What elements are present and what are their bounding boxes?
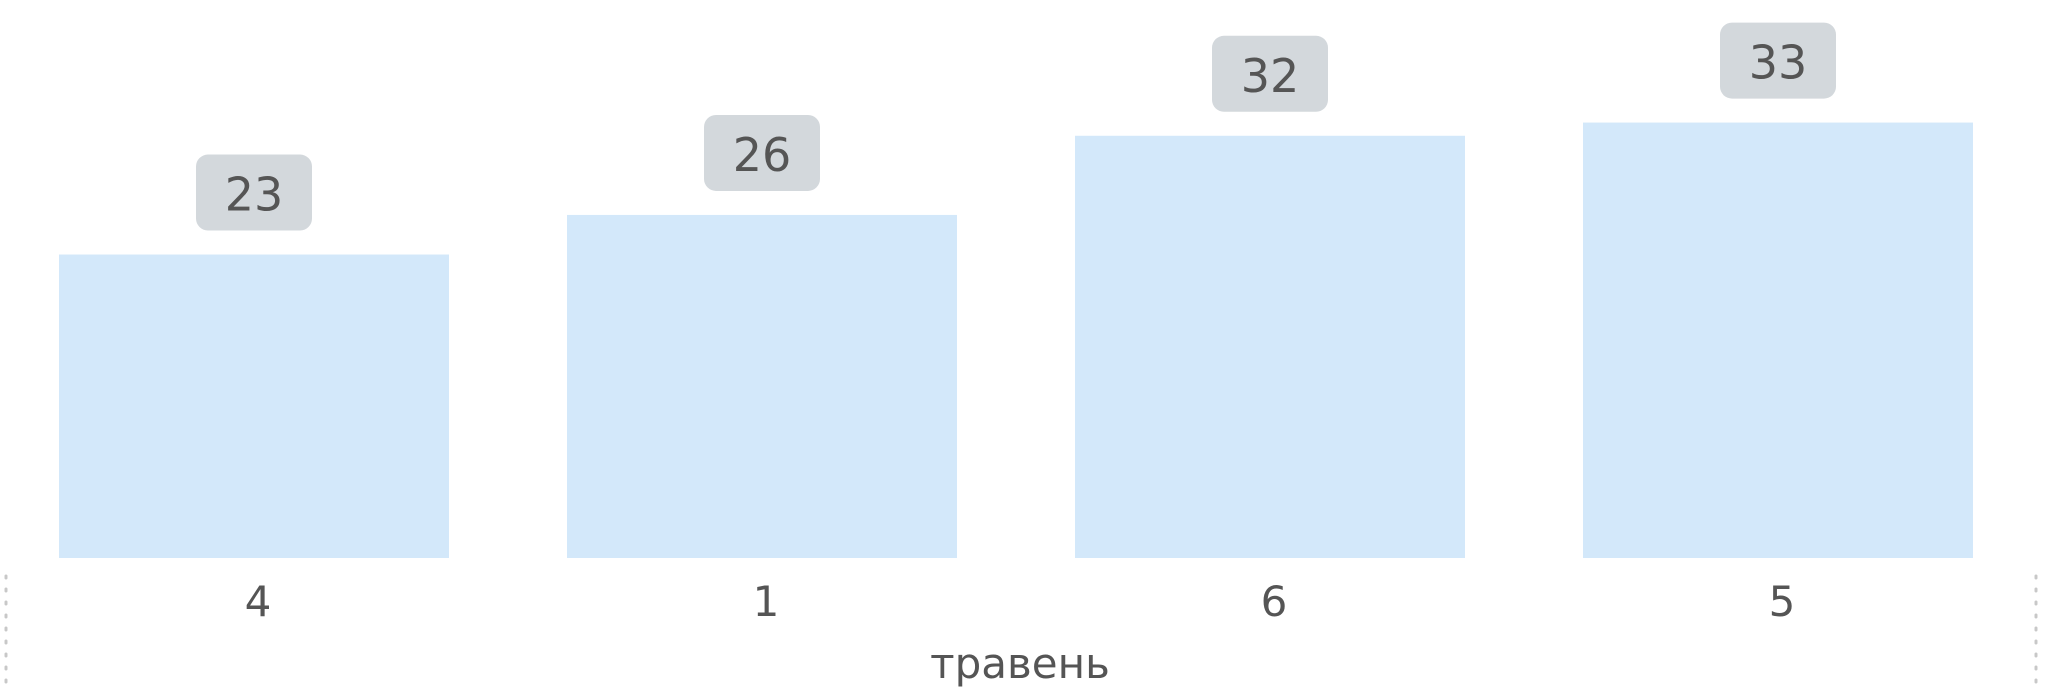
x-axis-title: травень (930, 639, 1110, 688)
bar-6 (1075, 135, 1465, 558)
bar-4 (59, 254, 449, 558)
bars-layer (59, 122, 1973, 558)
x-tick-label: 4 (245, 577, 272, 626)
x-tick-label: 5 (1769, 577, 1796, 626)
data-label-badge (196, 154, 312, 231)
data-label: 32 (1241, 49, 1300, 103)
x-tick-label: 6 (1261, 577, 1288, 626)
data-label: 23 (225, 168, 284, 222)
x-tick-labels: 4 1 6 5 (245, 577, 1796, 626)
data-label: 26 (733, 128, 792, 182)
data-label-badge (1212, 35, 1328, 112)
data-label-badge (1720, 22, 1836, 99)
data-label-badge (704, 114, 820, 191)
data-label: 33 (1749, 36, 1808, 90)
x-tick-label: 1 (753, 577, 780, 626)
data-labels-layer: 23 26 32 33 (196, 22, 1836, 231)
bar-1 (567, 214, 957, 558)
bar-5 (1583, 122, 1973, 558)
